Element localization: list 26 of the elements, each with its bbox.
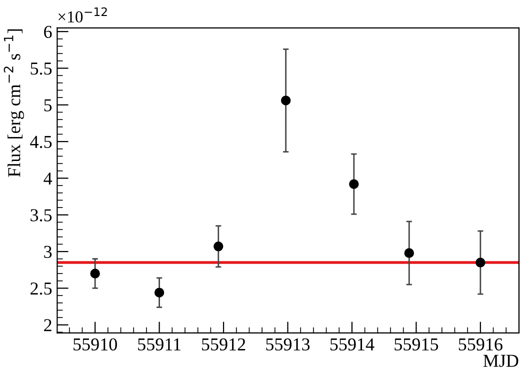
point (280, 96, 291, 106)
y-tick-label: 5.5 (30, 62, 52, 75)
y-tick-label: 2 (44, 319, 52, 332)
point (214, 242, 224, 252)
point (349, 179, 359, 189)
y-tick-label: 4 (44, 172, 52, 184)
y-tick-label: 6 (44, 26, 52, 38)
y-tick-label: 2.5 (30, 282, 52, 295)
text: ×10$^{−12}$ (58, 7, 107, 23)
y-tick-label: 4.5 (30, 136, 52, 148)
x-tick-label: 55914 (330, 338, 374, 351)
x-tick-label: 55912 (202, 338, 246, 351)
y-tick-label: 3.5 (30, 209, 52, 222)
point (154, 288, 164, 298)
x-tick-label: 55910 (74, 338, 117, 351)
x-tick-label: 55911 (138, 338, 180, 351)
y-tick-label: 3 (44, 246, 52, 258)
x-axis-title: MJD (483, 354, 518, 367)
y-tick-label: 5 (44, 99, 52, 112)
x-tick-label: 55913 (266, 338, 310, 351)
x-tick-label: 55916 (458, 338, 502, 351)
point (404, 248, 414, 258)
point (90, 268, 100, 278)
x-tick-label: 55915 (394, 338, 438, 351)
y-axis-title: Flux [erg cm$^{−2}$ s$^{−1}$] (4, 29, 24, 177)
point (476, 258, 486, 268)
